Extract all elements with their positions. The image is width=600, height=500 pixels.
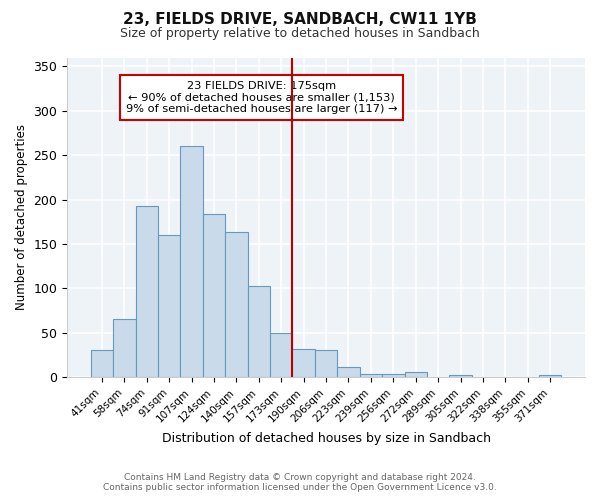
- Bar: [292, 348, 315, 377]
- Bar: [225, 232, 248, 377]
- Bar: [404, 372, 427, 377]
- X-axis label: Distribution of detached houses by size in Sandbach: Distribution of detached houses by size …: [161, 432, 491, 445]
- Bar: [248, 286, 270, 377]
- Bar: [337, 368, 360, 377]
- Bar: [113, 320, 136, 377]
- Bar: [158, 235, 181, 377]
- Text: 23, FIELDS DRIVE, SANDBACH, CW11 1YB: 23, FIELDS DRIVE, SANDBACH, CW11 1YB: [123, 12, 477, 28]
- Bar: [91, 350, 113, 377]
- Text: 23 FIELDS DRIVE: 175sqm
← 90% of detached houses are smaller (1,153)
9% of semi-: 23 FIELDS DRIVE: 175sqm ← 90% of detache…: [125, 81, 397, 114]
- Text: Contains HM Land Registry data © Crown copyright and database right 2024.
Contai: Contains HM Land Registry data © Crown c…: [103, 473, 497, 492]
- Bar: [181, 146, 203, 377]
- Bar: [203, 214, 225, 377]
- Bar: [315, 350, 337, 377]
- Bar: [449, 376, 472, 377]
- Bar: [539, 376, 562, 377]
- Bar: [136, 206, 158, 377]
- Bar: [360, 374, 382, 377]
- Y-axis label: Number of detached properties: Number of detached properties: [15, 124, 28, 310]
- Bar: [382, 374, 404, 377]
- Bar: [270, 332, 292, 377]
- Text: Size of property relative to detached houses in Sandbach: Size of property relative to detached ho…: [120, 28, 480, 40]
